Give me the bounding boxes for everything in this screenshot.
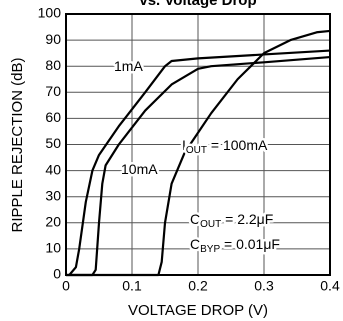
annotation: 1mA bbox=[114, 58, 143, 74]
annotation: CBYP = 0.01μF bbox=[190, 236, 280, 255]
annotation-text: = 2.2μF bbox=[221, 211, 273, 227]
annotation-text: = 0.01μF bbox=[220, 236, 280, 252]
annotation-text: = 100mA bbox=[207, 137, 268, 153]
annotation-sub: OUT bbox=[200, 219, 221, 230]
series-line bbox=[68, 49, 331, 276]
annotation-sub: OUT bbox=[186, 145, 207, 156]
x-tick-label: 0.1 bbox=[122, 278, 142, 294]
annotation-main: C bbox=[190, 211, 200, 227]
y-tick-label: 20 bbox=[45, 214, 61, 230]
x-tick-label: 0 bbox=[62, 278, 70, 294]
annotation-main: C bbox=[190, 236, 200, 252]
y-axis-label: RIPPLE REJECTION (dB) bbox=[9, 57, 26, 232]
y-tick-label: 70 bbox=[45, 83, 61, 99]
series-line bbox=[66, 29, 331, 277]
y-tick-label: 50 bbox=[45, 135, 61, 151]
y-tick-label: 60 bbox=[45, 109, 61, 125]
y-tick-label: 40 bbox=[45, 161, 61, 177]
y-tick-label: 80 bbox=[45, 57, 61, 73]
x-tick-label: 0.2 bbox=[188, 278, 208, 294]
y-tick-label: 10 bbox=[45, 240, 61, 256]
annotation-main: I bbox=[182, 137, 186, 153]
series-line bbox=[66, 55, 331, 277]
y-tick-label: 90 bbox=[45, 31, 61, 47]
annotation: IOUT = 100mA bbox=[182, 137, 268, 156]
x-tick-label: 0.4 bbox=[320, 278, 340, 294]
x-tick-label: 0.3 bbox=[254, 278, 274, 294]
y-tick-label: 30 bbox=[45, 187, 61, 203]
annotation: 10mA bbox=[121, 161, 158, 177]
annotation-text: 10mA bbox=[121, 161, 158, 177]
y-tick-label: 0 bbox=[53, 266, 61, 282]
chart-title: vs. Voltage Drop bbox=[139, 0, 256, 9]
annotation: COUT = 2.2μF bbox=[190, 211, 273, 230]
annotation-text: 1mA bbox=[114, 58, 143, 74]
y-tick-label: 100 bbox=[38, 5, 62, 21]
plot-frame bbox=[65, 13, 331, 276]
x-axis-label: VOLTAGE DROP (V) bbox=[128, 302, 268, 319]
annotation-sub: BYP bbox=[200, 244, 220, 255]
